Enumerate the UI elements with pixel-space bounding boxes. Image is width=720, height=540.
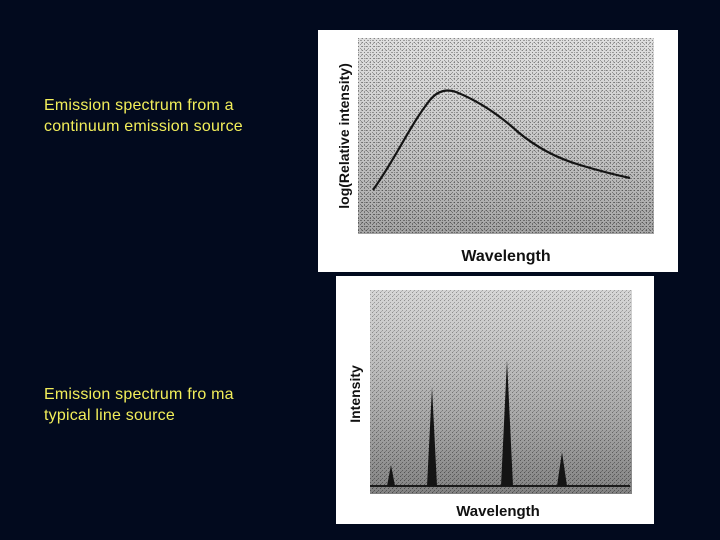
line-y-axis-label: Intensity [347, 365, 363, 423]
continuum-caption-line-2: continuum emission source [44, 118, 243, 135]
line-source-caption-line-1: Emission spectrum fro ma [44, 386, 234, 403]
line-source-caption-line-2: typical line source [44, 407, 175, 424]
continuum-caption: Emission spectrum from a continuum emiss… [44, 95, 243, 137]
continuum-x-axis-label: Wavelength [461, 248, 550, 265]
continuum-caption-line-1: Emission spectrum from a [44, 97, 234, 114]
continuum-emission-curve [372, 89, 631, 191]
line-x-axis-label: Wavelength [456, 503, 540, 520]
continuum-spectrum-plot: log(Relative intensity) Wavelength [336, 38, 654, 265]
continuum-spectrum-figure: log(Relative intensity) Wavelength [318, 30, 678, 272]
emission-line-1 [387, 465, 395, 486]
line-source-caption: Emission spectrum fro ma typical line so… [44, 384, 234, 426]
line-spectrum-figure: Intensity Wavelength [336, 276, 654, 524]
line-spectrum-plot: Intensity Wavelength [347, 290, 632, 520]
emission-line-2 [427, 387, 437, 486]
emission-line-4 [557, 452, 567, 486]
emission-line-3 [501, 360, 513, 486]
continuum-y-axis-label: log(Relative intensity) [336, 63, 352, 208]
